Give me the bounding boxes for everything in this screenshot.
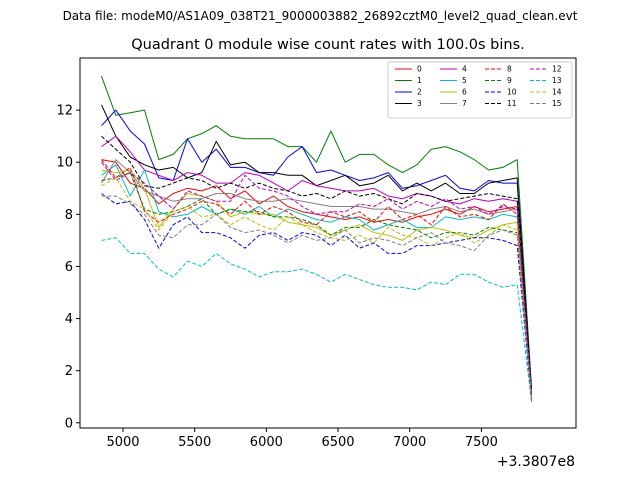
y-tick-label: 4 bbox=[65, 312, 73, 327]
legend-label: 5 bbox=[462, 76, 467, 85]
legend-label: 1 bbox=[417, 76, 422, 85]
series-line-5 bbox=[101, 164, 533, 397]
y-tick-label: 8 bbox=[65, 208, 73, 223]
x-tick-label: 7000 bbox=[393, 435, 426, 450]
series-line-0 bbox=[101, 159, 533, 397]
legend-label: 15 bbox=[552, 99, 562, 108]
x-tick-label: 5500 bbox=[178, 435, 211, 450]
x-tick-label: 6500 bbox=[321, 435, 354, 450]
chart-title: Quadrant 0 module wise count rates with … bbox=[131, 37, 525, 53]
legend-box bbox=[387, 61, 573, 119]
series-line-1 bbox=[101, 76, 533, 389]
series-line-11 bbox=[101, 135, 533, 395]
x-tick-label: 5000 bbox=[106, 435, 139, 450]
series-line-7 bbox=[101, 159, 533, 397]
series-line-10 bbox=[101, 193, 533, 402]
series-line-12 bbox=[101, 161, 533, 397]
x-tick-label: 7500 bbox=[465, 435, 498, 450]
series-line-15 bbox=[101, 195, 533, 402]
x-axis: 5000 5500 6000 6500 7000 7500 bbox=[106, 428, 498, 450]
legend-label: 9 bbox=[507, 76, 512, 85]
legend-label: 8 bbox=[507, 65, 512, 74]
series-line-8 bbox=[101, 159, 533, 397]
y-tick-label: 0 bbox=[65, 416, 73, 431]
y-tick-label: 12 bbox=[56, 104, 73, 119]
legend-label: 13 bbox=[552, 76, 562, 85]
plot-lines bbox=[101, 76, 533, 402]
legend-label: 12 bbox=[552, 65, 562, 74]
series-line-2 bbox=[101, 109, 533, 392]
legend-label: 0 bbox=[417, 65, 422, 74]
series-line-13 bbox=[101, 237, 533, 402]
x-tick-label: 6000 bbox=[250, 435, 283, 450]
x-axis-offset-label: +3.3807e8 bbox=[497, 454, 575, 470]
legend-label: 2 bbox=[417, 88, 422, 97]
legend-label: 3 bbox=[417, 99, 422, 108]
figure-suptitle: Data file: modeM0/AS1A09_038T21_90000038… bbox=[63, 9, 578, 23]
legend-label: 10 bbox=[507, 88, 517, 97]
legend-label: 4 bbox=[462, 65, 467, 74]
legend-label: 14 bbox=[552, 88, 562, 97]
y-tick-label: 6 bbox=[65, 260, 73, 275]
plot-frame bbox=[79, 57, 577, 429]
legend-label: 7 bbox=[462, 99, 467, 108]
series-line-14 bbox=[101, 177, 533, 400]
legend-label: 6 bbox=[462, 88, 467, 97]
y-tick-label: 10 bbox=[56, 156, 73, 171]
legend-label: 11 bbox=[507, 99, 517, 108]
y-axis: 0 2 4 6 8 10 12 bbox=[56, 104, 80, 431]
series-line-3 bbox=[101, 104, 533, 392]
y-tick-label: 2 bbox=[65, 364, 73, 379]
series-line-4 bbox=[101, 135, 533, 395]
series-line-9 bbox=[101, 172, 533, 400]
